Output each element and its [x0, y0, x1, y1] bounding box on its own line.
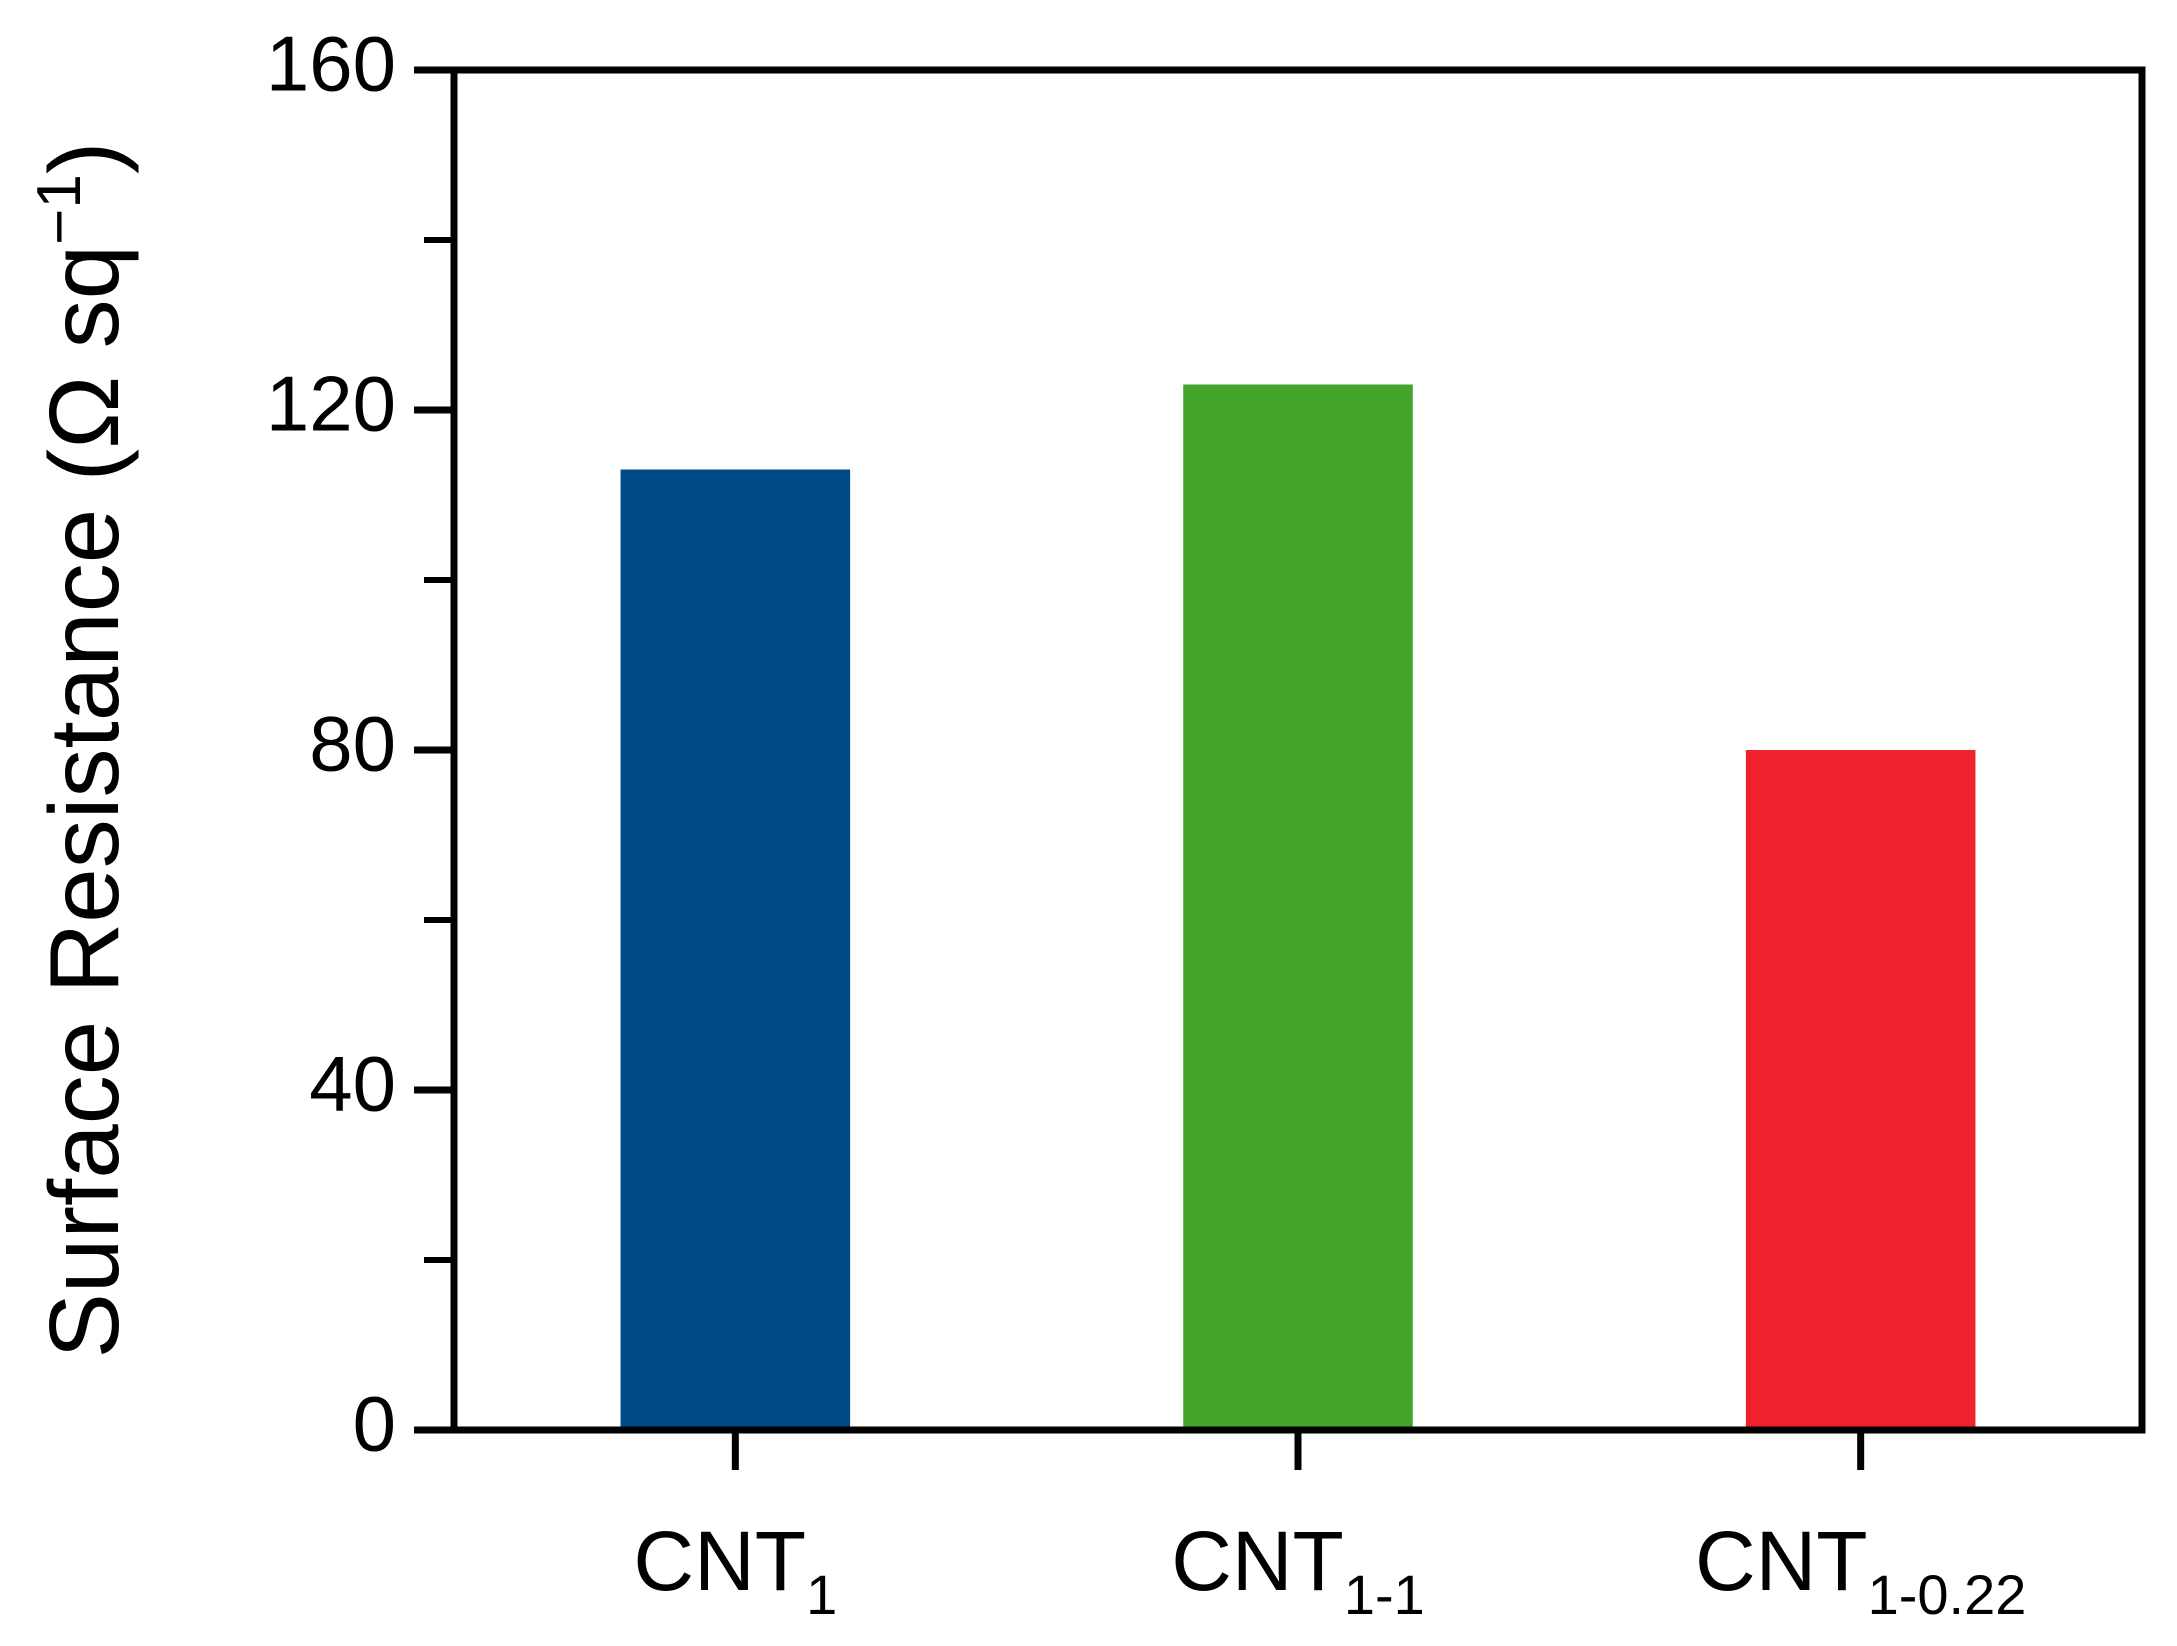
category-name: CNT [633, 1514, 806, 1608]
y-label-end: ) [29, 142, 139, 175]
x-tick-label: CNT1 [633, 1514, 837, 1626]
category-name: CNT [1695, 1514, 1868, 1608]
y-axis-label: Surface Resistance (Ω sq−1) [25, 142, 139, 1359]
y-tick-label: 0 [353, 1380, 396, 1468]
bar [620, 469, 851, 1430]
y-tick-label: 120 [266, 360, 396, 448]
category-name: CNT [1171, 1514, 1344, 1608]
category-subscript: 1-1 [1344, 1563, 1425, 1626]
category-subscript: 1 [806, 1563, 837, 1626]
plot-frame [450, 66, 2146, 1434]
bar [1183, 384, 1413, 1430]
x-tick-label: CNT1-1 [1171, 1514, 1425, 1626]
y-label-main: Surface Resistance (Ω sq [29, 245, 139, 1359]
bar [1745, 750, 1976, 1430]
y-label-superscript: −1 [25, 174, 94, 245]
category-subscript: 1-0.22 [1868, 1563, 2027, 1626]
x-tick-label: CNT1-0.22 [1695, 1514, 2026, 1626]
y-tick-label: 160 [266, 20, 396, 108]
y-tick-label: 80 [309, 700, 396, 788]
y-tick-label: 40 [309, 1040, 396, 1128]
